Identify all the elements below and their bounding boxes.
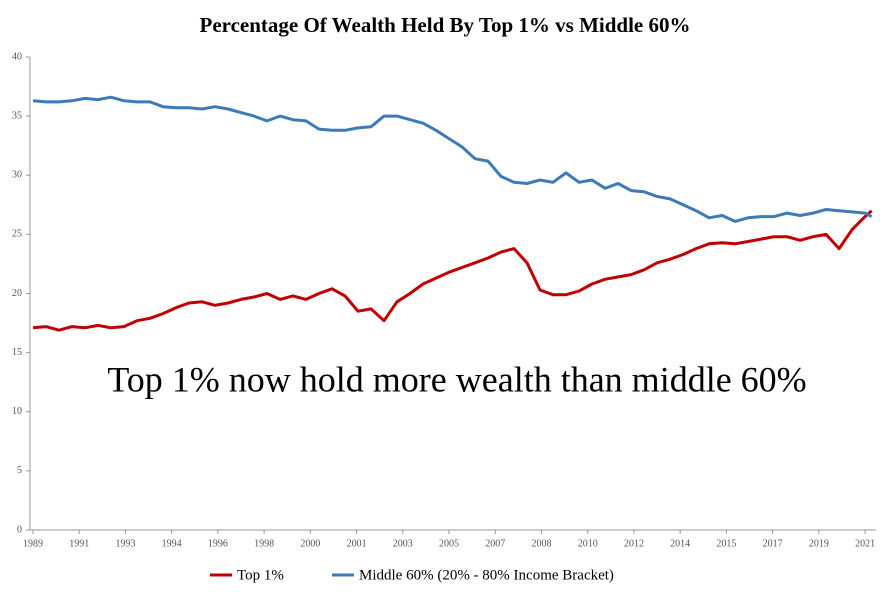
y-tick-label: 10 <box>12 406 22 417</box>
y-tick-label: 30 <box>12 170 22 181</box>
x-tick-label: 2021 <box>855 538 875 549</box>
x-tick-label: 2014 <box>670 538 690 549</box>
x-tick-label: 1991 <box>69 538 89 549</box>
x-tick-label: 1989 <box>23 538 43 549</box>
legend-label: Middle 60% (20% - 80% Income Bracket) <box>359 567 614 583</box>
line-series <box>32 95 873 223</box>
y-tick-label: 35 <box>12 110 22 121</box>
x-tick-label: 2005 <box>439 538 459 549</box>
x-tick-label: 2000 <box>300 538 320 549</box>
y-tick-label: 0 <box>17 524 22 535</box>
y-tick-label: 40 <box>12 51 22 62</box>
annotation: Top 1% now hold more wealth than middle … <box>107 359 806 399</box>
x-tick-label: 2012 <box>624 538 644 549</box>
x-tick-label: 2008 <box>532 538 552 549</box>
x-tick-label: 1998 <box>254 538 274 549</box>
legend-label: Top 1% <box>237 567 284 583</box>
x-tick-label: 2010 <box>578 538 598 549</box>
line-series <box>32 209 873 332</box>
y-tick-label: 20 <box>12 288 22 299</box>
y-tick-label: 25 <box>12 229 22 240</box>
x-tick-label: 1994 <box>162 538 182 549</box>
x-tick-label: 2015 <box>716 538 736 549</box>
x-tick-label: 1996 <box>208 538 228 549</box>
x-tick-label: 2001 <box>347 538 367 549</box>
x-tick-label: 2007 <box>485 538 505 549</box>
x-tick-label: 2019 <box>809 538 829 549</box>
x-tick-label: 1993 <box>115 538 135 549</box>
x-tick-label: 2003 <box>393 538 413 549</box>
y-tick-label: 15 <box>12 347 22 358</box>
y-tick-label: 5 <box>17 465 22 476</box>
x-tick-label: 2017 <box>763 538 783 549</box>
chart-title: Percentage Of Wealth Held By Top 1% vs M… <box>200 13 691 37</box>
